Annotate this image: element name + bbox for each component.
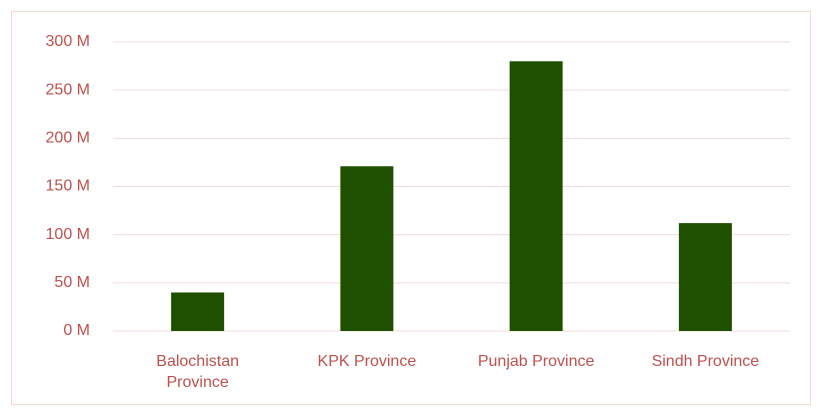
chart-border — [11, 11, 811, 405]
x-tick-label: Balochistan Province — [156, 353, 239, 391]
x-tick-label: KPK Province — [318, 353, 417, 370]
x-tick-label: Punjab Province — [478, 353, 595, 370]
y-tick-label: 150 M — [46, 178, 90, 195]
bar — [340, 166, 394, 331]
bar — [509, 61, 563, 332]
bar — [171, 292, 225, 331]
bar — [678, 223, 732, 331]
y-tick-label: 0 M — [63, 322, 90, 339]
y-tick-label: 100 M — [46, 226, 90, 243]
x-tick-label: Sindh Province — [652, 353, 760, 370]
y-tick-label: 250 M — [46, 81, 90, 98]
y-tick-label: 300 M — [46, 33, 90, 50]
y-tick-label: 200 M — [46, 130, 90, 147]
y-tick-label: 50 M — [54, 274, 90, 291]
